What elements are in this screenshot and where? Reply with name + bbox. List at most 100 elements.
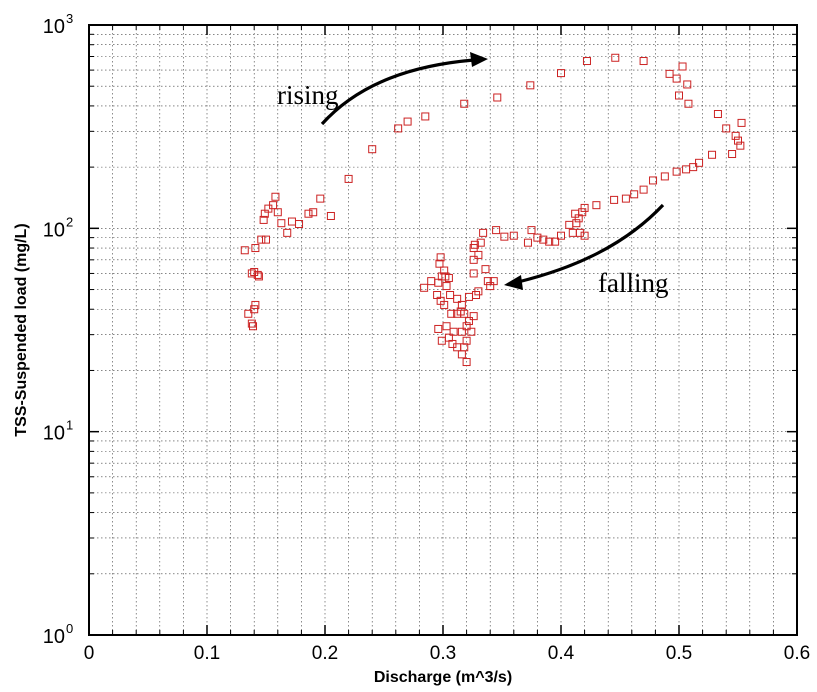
rising-annotation: rising: [277, 52, 488, 126]
data-point: [457, 350, 466, 359]
data-point: [427, 277, 436, 286]
x-tick-label: 0.3: [430, 643, 456, 664]
x-tick-label: 0.6: [784, 643, 810, 664]
data-point: [611, 53, 620, 62]
data-point: [244, 309, 253, 318]
data-point: [462, 322, 471, 331]
y-tick-exponent: 1: [66, 418, 73, 433]
data-point: [572, 219, 581, 228]
rising-label: rising: [277, 80, 339, 110]
data-point: [672, 74, 681, 83]
data-point: [592, 201, 601, 210]
data-point: [249, 322, 258, 331]
data-point: [469, 269, 478, 278]
y-tick-label: 10: [43, 219, 65, 241]
y-axis-title: TSS-Suspended load (mg/L): [13, 223, 30, 436]
data-point: [460, 309, 469, 318]
x-tick-label: 0: [84, 643, 95, 664]
data-point: [257, 235, 266, 244]
data-point: [481, 265, 490, 274]
data-point: [551, 237, 560, 246]
data-point: [446, 291, 455, 300]
data-point: [557, 231, 565, 240]
data-point: [421, 112, 430, 121]
data-point: [575, 228, 584, 237]
data-point: [440, 266, 449, 275]
data-point: [649, 176, 658, 185]
y-tick-label: 10: [43, 626, 65, 648]
rising-arrowhead: [470, 52, 488, 67]
data-point: [533, 233, 542, 242]
data-point: [713, 110, 722, 119]
data-point: [660, 172, 669, 181]
data-point: [316, 194, 325, 203]
data-point: [437, 336, 446, 345]
data-point: [621, 194, 630, 203]
falling-annotation: falling: [504, 203, 668, 298]
x-tick-label: 0.2: [312, 643, 338, 664]
data-point: [527, 226, 536, 235]
data-point: [259, 215, 268, 224]
data-point: [283, 228, 292, 237]
data-point: [436, 253, 445, 262]
data-point: [734, 136, 742, 145]
data-point: [469, 244, 478, 253]
data-point: [295, 220, 304, 229]
data-point: [483, 277, 492, 286]
data-point: [420, 283, 429, 292]
data-point: [240, 246, 249, 255]
data-point: [444, 273, 453, 282]
y-tick-label: 10: [43, 16, 65, 38]
y-tick-exponent: 3: [66, 11, 73, 26]
data-point: [736, 141, 745, 150]
data-point: [269, 201, 278, 210]
data-point: [273, 208, 282, 217]
data-point: [708, 150, 717, 159]
data-point: [571, 209, 580, 218]
data-point: [731, 131, 740, 140]
data-point: [665, 69, 674, 78]
data-point: [684, 99, 693, 108]
data-point: [368, 145, 377, 154]
falling-arrowhead: [504, 275, 523, 290]
data-point: [304, 209, 313, 218]
data-point: [467, 327, 476, 336]
data-point: [474, 250, 483, 259]
data-point: [675, 91, 683, 100]
rising-arrow: [320, 58, 475, 126]
data-point: [277, 219, 286, 228]
data-point: [447, 309, 456, 318]
data-point: [737, 118, 746, 127]
data-point: [309, 208, 318, 217]
data-point: [251, 244, 260, 253]
data-point: [545, 237, 554, 246]
data-point: [580, 231, 589, 240]
data-point: [460, 99, 469, 108]
data-point: [457, 327, 466, 336]
data-point: [678, 62, 687, 71]
data-point: [539, 235, 548, 244]
data-point: [683, 80, 692, 89]
data-point: [474, 287, 483, 296]
data-point: [492, 226, 501, 235]
x-tick-label: 0.1: [194, 643, 220, 664]
data-point: [672, 167, 681, 176]
data-point: [394, 124, 403, 133]
x-tick-label: 0.5: [666, 643, 692, 664]
data-point: [442, 282, 451, 291]
data-point: [568, 228, 577, 237]
plot-frame: [88, 24, 798, 636]
data-point: [526, 81, 535, 90]
data-point: [440, 300, 449, 309]
data-point: [523, 238, 532, 247]
data-point: [434, 324, 443, 333]
data-point: [344, 174, 353, 183]
data-point: [500, 232, 509, 241]
data-point: [722, 124, 731, 133]
data-point: [489, 277, 498, 286]
data-point: [462, 336, 471, 345]
data-point: [479, 228, 488, 237]
y-tick-label: 10: [43, 423, 65, 445]
data-point: [435, 259, 444, 268]
